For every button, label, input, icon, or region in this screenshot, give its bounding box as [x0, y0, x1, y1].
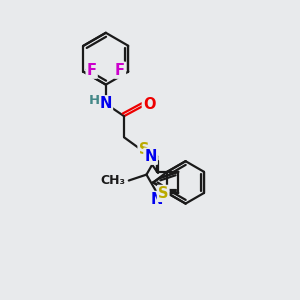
Text: O: O: [143, 97, 155, 112]
Text: H: H: [89, 94, 100, 107]
Text: N: N: [144, 149, 157, 164]
Text: S: S: [158, 186, 168, 201]
Text: F: F: [87, 63, 97, 78]
Text: F: F: [115, 63, 125, 78]
Text: N: N: [100, 96, 112, 111]
Text: CH₃: CH₃: [100, 174, 125, 187]
Text: S: S: [139, 142, 149, 157]
Text: N: N: [151, 192, 163, 207]
